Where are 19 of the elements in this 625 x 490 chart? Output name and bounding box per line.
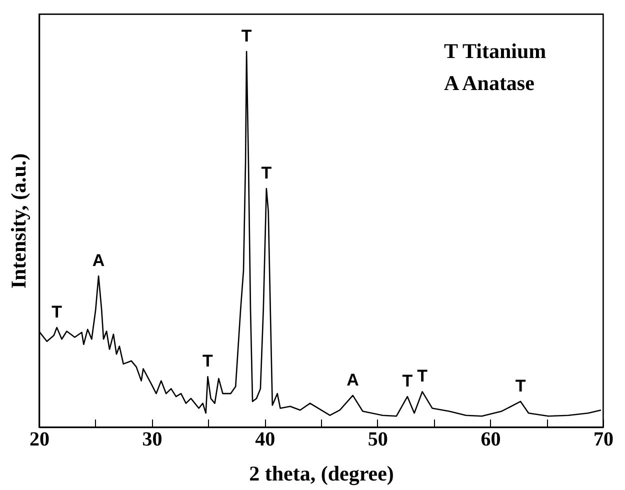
x-tick-label: 40 bbox=[255, 428, 276, 450]
annotation: T bbox=[261, 164, 272, 183]
annotation: T bbox=[515, 376, 526, 396]
x-tick-label: 20 bbox=[30, 428, 50, 450]
x-tick-label: 50 bbox=[368, 428, 388, 450]
x-tick-label: 70 bbox=[594, 428, 614, 450]
annotation: T bbox=[417, 366, 428, 386]
annotation: A bbox=[92, 251, 105, 270]
annotation: A Anatase bbox=[444, 71, 534, 95]
x-tick-label: 30 bbox=[142, 428, 162, 450]
y-axis-title: Intensity, (a.u.) bbox=[6, 153, 30, 289]
annotation: T bbox=[52, 302, 63, 322]
annotation: T bbox=[402, 372, 414, 391]
annotation: T bbox=[202, 352, 214, 371]
annotation: T bbox=[241, 26, 252, 46]
x-tick-label: 60 bbox=[480, 428, 501, 450]
annotation: T Titanium bbox=[444, 39, 547, 63]
x-axis-title: 2 theta, (degree) bbox=[249, 462, 394, 486]
annotation: A bbox=[346, 370, 359, 390]
